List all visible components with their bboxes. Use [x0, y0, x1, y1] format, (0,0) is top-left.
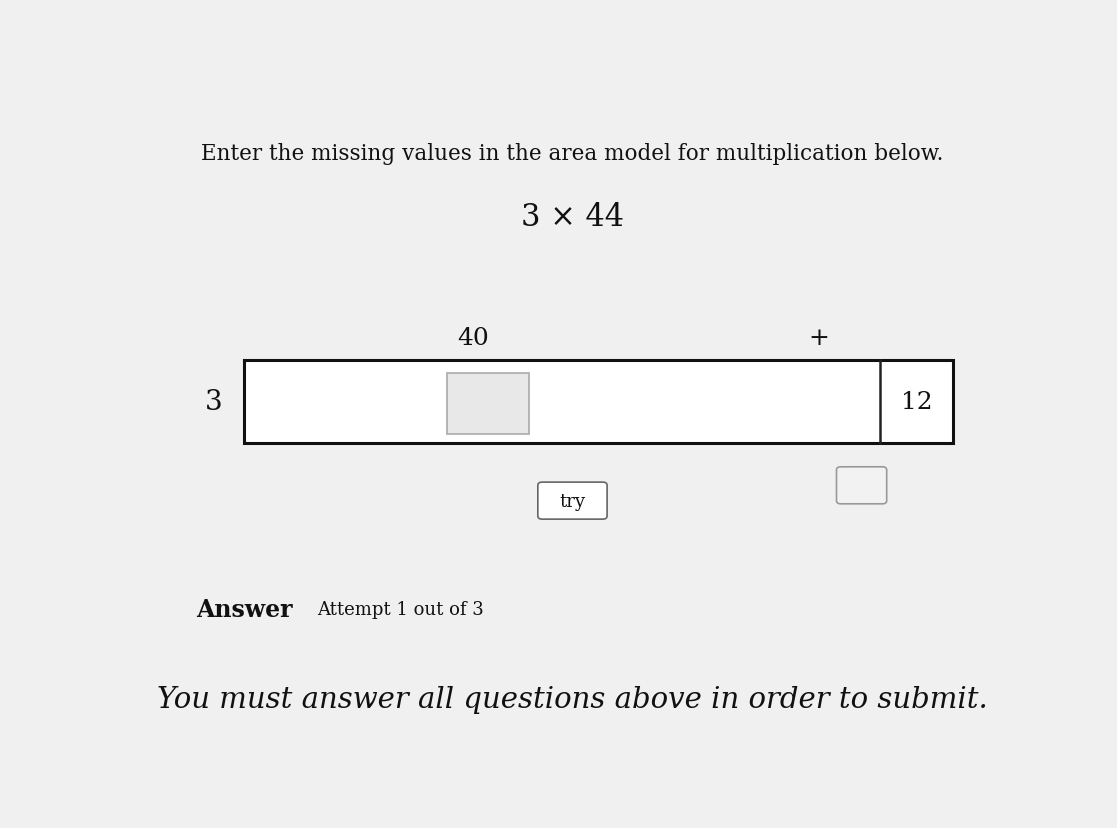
Bar — [447, 373, 529, 434]
Text: 3: 3 — [204, 388, 222, 416]
Text: try: try — [560, 492, 585, 510]
Text: 40: 40 — [457, 327, 489, 350]
Text: Answer: Answer — [195, 598, 293, 621]
FancyBboxPatch shape — [837, 467, 887, 504]
Text: Enter the missing values in the area model for multiplication below.: Enter the missing values in the area mod… — [201, 142, 944, 165]
Text: 3 × 44: 3 × 44 — [521, 202, 624, 233]
Text: +: + — [809, 327, 830, 350]
FancyBboxPatch shape — [538, 483, 608, 519]
Text: You must answer all questions above in order to submit.: You must answer all questions above in o… — [157, 685, 987, 713]
Text: 12: 12 — [900, 391, 933, 414]
Bar — [244, 361, 954, 444]
Text: Attempt 1 out of 3: Attempt 1 out of 3 — [317, 600, 484, 619]
